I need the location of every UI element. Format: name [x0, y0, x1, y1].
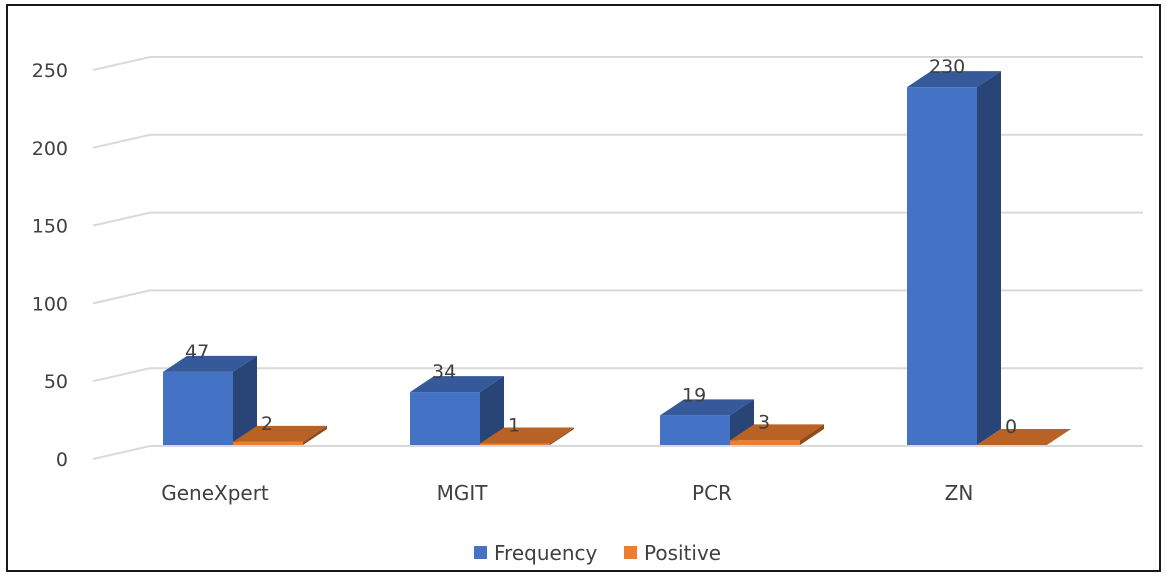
gridline-diagonal: [92, 133, 151, 149]
x-axis: GeneXpert MGIT PCR ZN: [161, 481, 973, 505]
bar-positive-pcr: 3: [730, 411, 824, 445]
data-label: 34: [432, 361, 456, 383]
legend-item-positive: Positive: [624, 541, 721, 565]
x-tick-label: MGIT: [437, 481, 489, 505]
data-label: 0: [1005, 416, 1017, 438]
bar-side-face: [730, 399, 754, 445]
gridline-diagonal: [92, 56, 151, 71]
data-label: 230: [929, 56, 965, 78]
bar-frequency-zn: 230: [907, 56, 1001, 446]
bar-front-face: [233, 441, 303, 445]
gridline-diagonal: [92, 367, 151, 383]
bar-side-face: [233, 355, 257, 445]
y-tick-label: 200: [32, 138, 68, 160]
data-label: 1: [508, 414, 520, 436]
bar-top-face: [660, 399, 754, 416]
y-tick-label: 100: [32, 293, 68, 315]
bars: 47 2 34 1 19 3 230 0: [163, 56, 1071, 446]
data-label: 19: [682, 384, 706, 406]
y-axis: 0 50 100 150 200 250: [32, 60, 68, 471]
bar-top-face: [163, 355, 257, 372]
bar-front-face: [660, 415, 730, 445]
bar-side-face: [977, 71, 1001, 446]
bar-top-face: [977, 429, 1071, 445]
x-tick-label: PCR: [692, 481, 732, 505]
y-tick-label: 250: [32, 60, 68, 82]
bar-side-face: [480, 376, 504, 445]
bar-frequency-pcr: 19: [660, 384, 754, 445]
data-label: 3: [758, 411, 770, 433]
y-tick-label: 0: [56, 449, 68, 471]
gridline-diagonal: [92, 289, 151, 305]
bar-front-face: [163, 371, 233, 445]
bar-top-face: [730, 424, 824, 441]
x-tick-label: GeneXpert: [161, 481, 269, 505]
legend-swatch: [624, 546, 637, 559]
bar-front-face: [730, 440, 800, 445]
bar-frequency-genexpert: 47: [163, 341, 257, 445]
gridline-diagonal: [92, 211, 151, 227]
y-tick-label: 150: [32, 216, 68, 238]
data-label: 2: [261, 413, 273, 435]
bar-positive-genexpert: 2: [233, 413, 327, 445]
legend-swatch: [474, 546, 487, 559]
bar-front-face: [480, 443, 550, 445]
bar-side-face: [303, 425, 327, 445]
bar-side-face: [550, 427, 574, 445]
legend-item-frequency: Frequency: [474, 541, 597, 565]
gridline-diagonal: [92, 445, 151, 460]
bar-top-face: [480, 427, 574, 444]
x-tick-label: ZN: [945, 481, 974, 505]
bar-side-face: [800, 424, 824, 445]
legend-label: Frequency: [494, 541, 597, 565]
bar-front-face: [410, 392, 480, 445]
bar-top-face: [410, 376, 504, 393]
bar-positive-mgit: 1: [480, 414, 574, 445]
bar-positive-zn: 0: [977, 416, 1071, 445]
legend: Frequency Positive: [474, 541, 721, 565]
bar-front-face: [907, 87, 977, 446]
legend-label: Positive: [644, 541, 721, 565]
y-tick-label: 50: [44, 371, 68, 393]
bar-frequency-mgit: 34: [410, 361, 504, 445]
data-label: 47: [185, 341, 209, 363]
bar-top-face: [907, 71, 1001, 88]
bar-top-face: [233, 425, 327, 442]
